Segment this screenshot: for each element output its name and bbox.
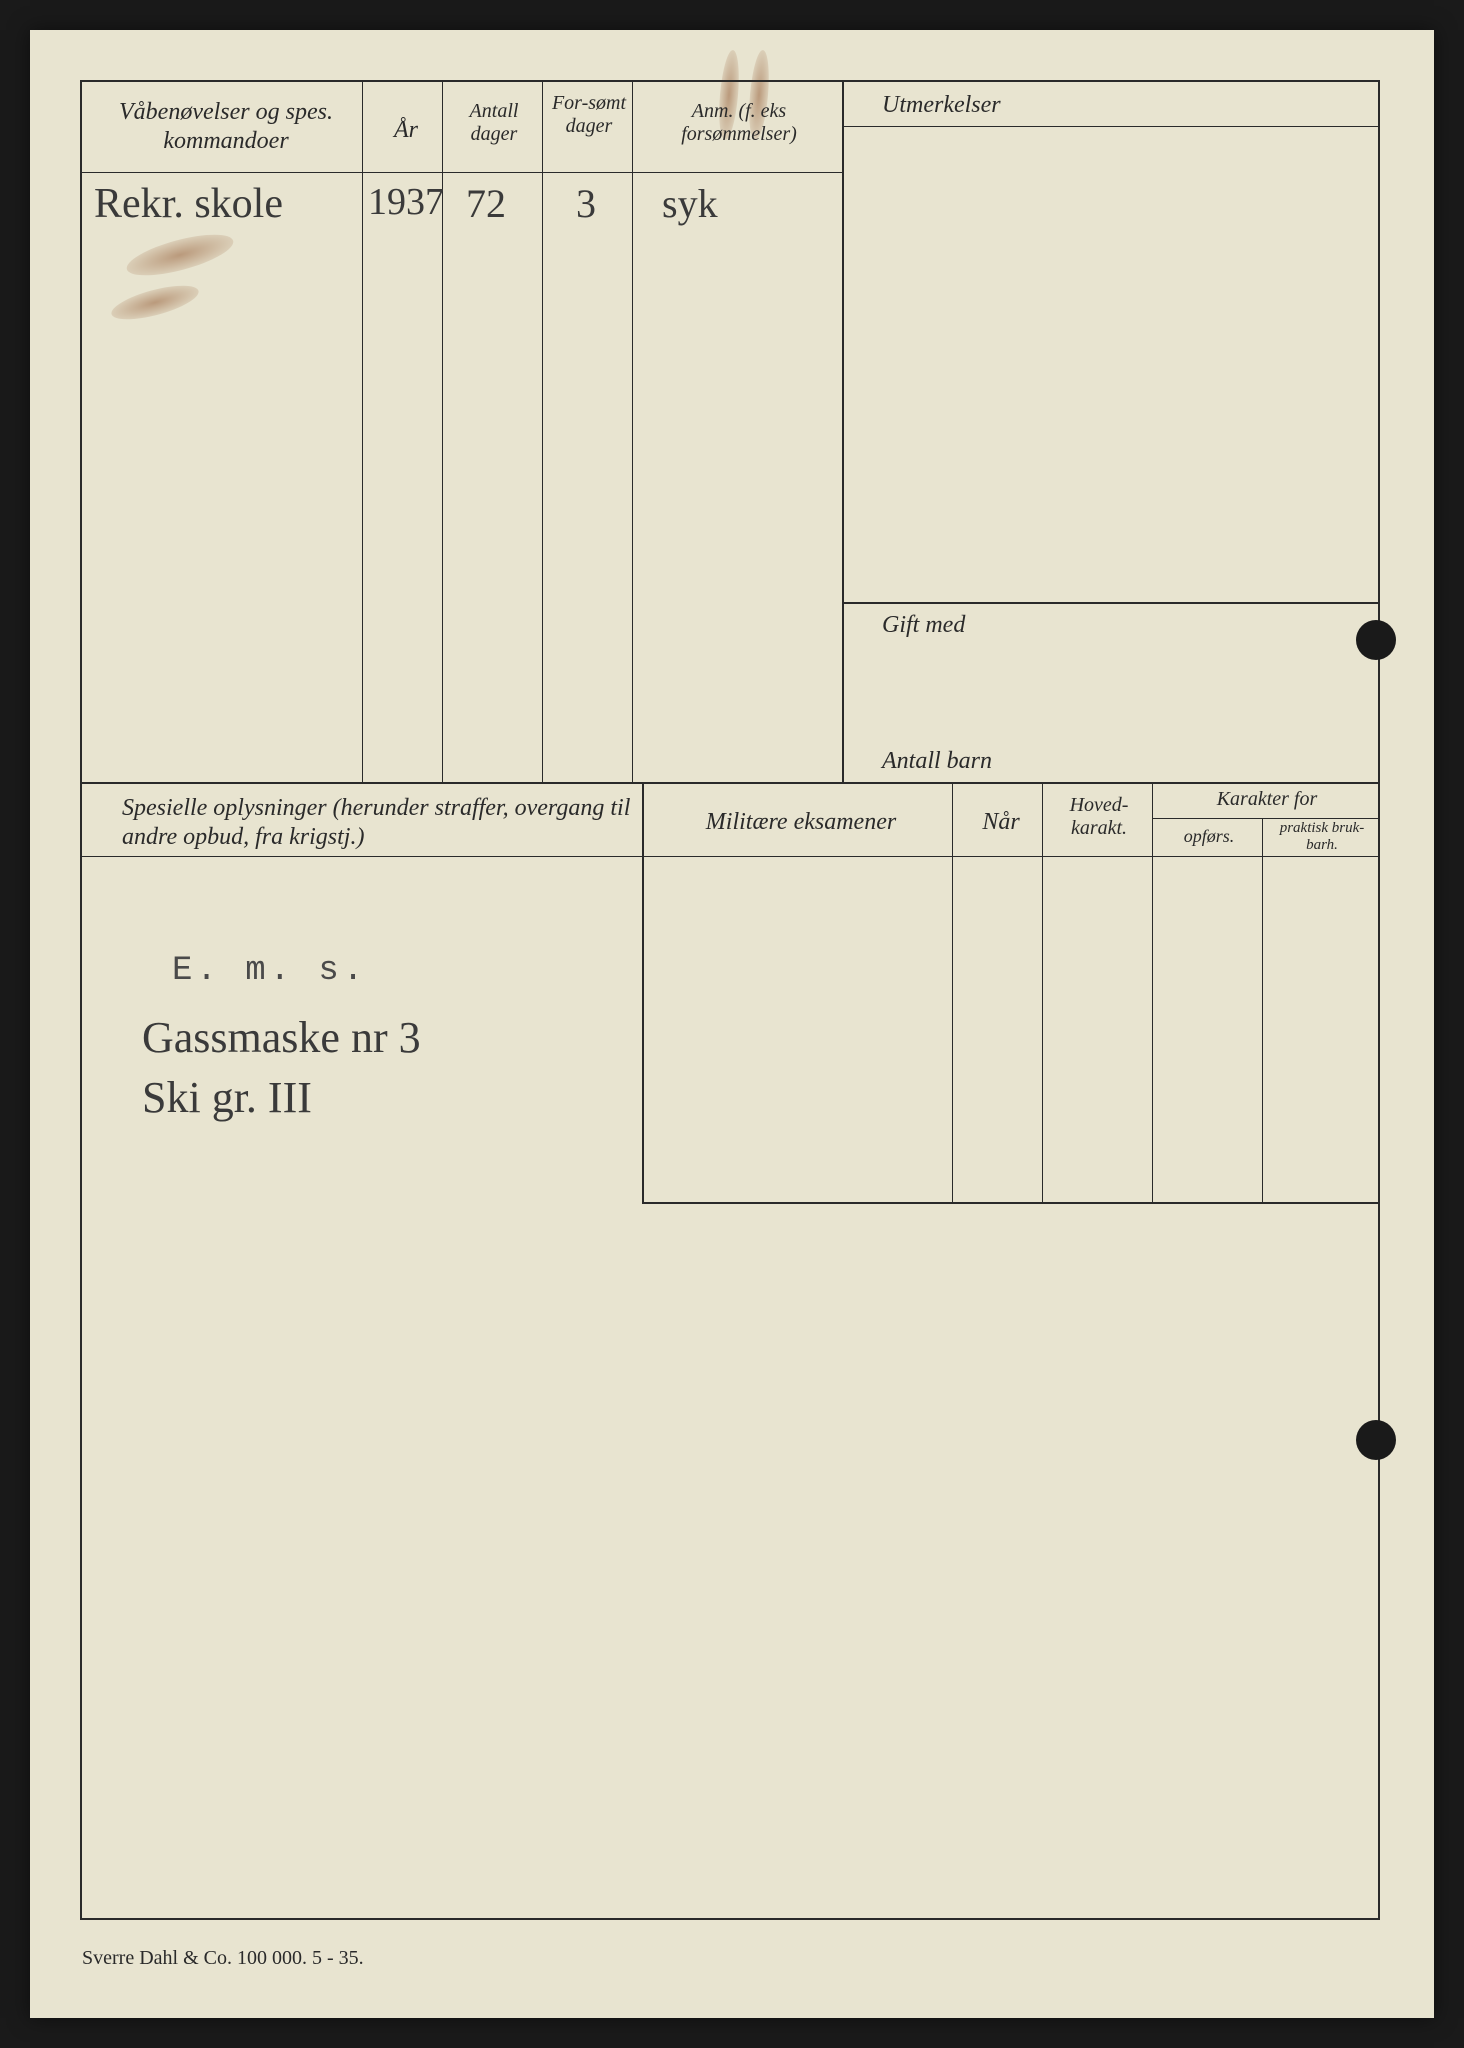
punch-hole: [1356, 620, 1396, 660]
gift-top-line: [842, 602, 1378, 604]
header-divider-right: [842, 126, 1378, 127]
mid-col: [1262, 818, 1263, 1202]
header-main-grade: Hoved-karakt.: [1042, 790, 1156, 844]
footer-printer: Sverre Dahl & Co. 100 000. 5 - 35.: [82, 1947, 364, 1970]
header-when: Når: [952, 802, 1050, 843]
label-gift-med: Gift med: [872, 606, 975, 645]
mid-right-bottom: [642, 1202, 1378, 1204]
hw-days: 72: [466, 180, 506, 227]
hw-gasmask: Gassmaske nr 3: [142, 1012, 421, 1063]
col-divider: [542, 82, 543, 782]
header-note: Anm. (f. eks forsømmelser): [632, 96, 846, 150]
form-border: Våbenøvelser og spes. kommandoer År Anta…: [80, 80, 1380, 1920]
header-missed: For-sømt dager: [542, 88, 636, 142]
header-distinctions: Utmerkelser: [872, 86, 1011, 125]
document-card: Våbenøvelser og spes. kommandoer År Anta…: [30, 30, 1434, 2018]
punch-hole: [1356, 1420, 1396, 1460]
col-divider: [842, 82, 844, 782]
mid-divider: [642, 782, 644, 1202]
header-mil-exams: Militære eksamener: [642, 802, 960, 843]
hw-note: syk: [662, 180, 718, 227]
header-year: År: [362, 110, 450, 151]
header-exercises: Våbenøvelser og spes. kommandoer: [82, 92, 370, 162]
mid-col: [1042, 782, 1043, 1202]
hw-ski: Ski gr. III: [142, 1072, 312, 1123]
mid-col: [952, 782, 953, 1202]
label-antall-barn: Antall barn: [872, 742, 1002, 781]
header-days: Antall dager: [442, 96, 546, 150]
hw-year: 1937: [368, 180, 444, 224]
col-divider: [362, 82, 363, 782]
header-conduct: opførs.: [1152, 822, 1266, 851]
header-practical: praktisk bruk-barh.: [1262, 816, 1382, 859]
mid-left-header-line: [82, 856, 642, 857]
header-special-info: Spesielle oplysninger (herunder straffer…: [92, 788, 656, 858]
hw-exercise-name: Rekr. skole: [94, 180, 283, 228]
col-divider: [632, 82, 633, 782]
hw-missed: 3: [576, 180, 596, 227]
typed-ems: E. m. s.: [172, 952, 367, 990]
header-divider: [82, 172, 842, 173]
header-grade-for: Karakter for: [1152, 784, 1382, 815]
